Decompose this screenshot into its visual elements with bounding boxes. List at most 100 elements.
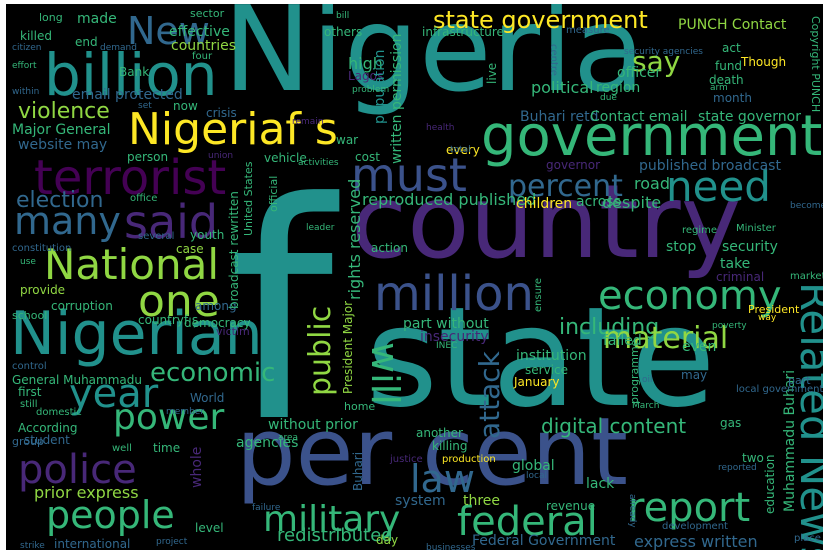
word-corruption: corruption (51, 299, 113, 313)
word-well: well (112, 443, 132, 454)
word-cost: cost (355, 150, 380, 164)
word-citizen: citizen (12, 43, 42, 53)
word-live: live (485, 62, 499, 84)
word-broadcast-rewritten: broadcast rewritten (227, 191, 241, 309)
word-will: will (363, 342, 407, 405)
word-area: area (278, 433, 299, 443)
word-criminal: criminal (716, 270, 765, 284)
word-across: across (576, 194, 621, 210)
word-youth: youth (190, 228, 225, 242)
word-political: political (531, 78, 594, 97)
word-lack: lack (586, 476, 615, 492)
word-death: death (709, 73, 744, 87)
word-bill: bill (336, 11, 350, 21)
word-buhari-retd: Buhari retd (520, 109, 599, 125)
word-road: road (634, 174, 670, 193)
word-strike: strike (20, 541, 45, 551)
word-others: others (324, 25, 363, 39)
word-reported: reported (718, 463, 757, 473)
word-end: end (75, 35, 98, 49)
word-say: say (632, 45, 681, 78)
word-justice: justice (390, 454, 423, 465)
word-local-government: local government (736, 384, 823, 395)
word-federal-government: Federal Government (472, 533, 616, 549)
word-use: use (20, 257, 36, 267)
word-published-broadcast: published broadcast (639, 158, 781, 174)
word-level: level (195, 521, 224, 535)
word-many: many (14, 199, 121, 243)
word-democracy: democracy (184, 316, 251, 330)
word-billion: billion (44, 41, 218, 109)
word-failure: failure (252, 503, 281, 513)
word-countries: countries (171, 38, 237, 54)
word-redistributed: redistributed (277, 525, 393, 546)
word-general-muhammadu: General Muhammadu (12, 373, 142, 387)
word-percent: percent (508, 169, 623, 204)
word-group: group (12, 435, 44, 448)
word-sector: sector (190, 7, 225, 20)
word-another: another (416, 426, 463, 440)
word-two: two (742, 451, 764, 465)
word-major-general: Major General (12, 122, 111, 138)
word-oil: oil (642, 375, 653, 385)
word-development: development (662, 521, 728, 532)
word-countryfs: countryf s (138, 313, 199, 327)
word-state-government: state government (433, 6, 648, 34)
word-email-protected: email protected (72, 87, 183, 103)
word-three: three (463, 493, 501, 509)
word-stop: stop (666, 239, 697, 255)
word-arm: arm (710, 83, 728, 93)
word-case: case (176, 242, 204, 256)
word-president-major: President Major (341, 300, 355, 394)
word-regime: regime (682, 225, 718, 236)
word-day: day (376, 533, 399, 547)
word-region: region (596, 80, 641, 96)
word-must: must (351, 148, 467, 202)
word-student: student (24, 433, 70, 447)
word-market: market (790, 271, 823, 282)
word-due: due (600, 93, 617, 103)
word-including: including (559, 315, 660, 340)
word-state-governor: state governor (698, 109, 801, 125)
word-part-without: part without (403, 316, 489, 332)
word-prior-express: prior express (34, 483, 139, 502)
word-nigerian: Nigerian (10, 299, 263, 369)
word-institution: institution (516, 348, 587, 364)
word-public: public (303, 305, 338, 396)
word-world: World (190, 391, 225, 405)
word-project: project (156, 537, 188, 547)
word-military: military (263, 499, 401, 540)
word-cloud: Nigeria f country state per cent governm… (6, 4, 823, 550)
word-activities: activities (298, 158, 339, 168)
word-poverty: poverty (712, 321, 747, 331)
word-killed: killed (20, 29, 52, 43)
word-written-permission: written permission (389, 33, 405, 164)
word-total: total (450, 145, 471, 155)
word-whole: whole (189, 446, 205, 488)
word-copyright-punch: Copyright PUNCH (809, 16, 822, 113)
word-lagos: Lagos (348, 69, 384, 83)
word-ensure: ensure (533, 277, 544, 312)
word-power: power (113, 397, 225, 438)
word-violence: violence (18, 99, 110, 124)
word-even: even (682, 339, 717, 355)
word-inec: INEC (436, 341, 458, 351)
word-economy: economy (598, 273, 782, 319)
word-still: still (20, 399, 38, 410)
word-though: Though (741, 55, 787, 69)
word-law: law (410, 457, 475, 501)
word-education: education (763, 454, 777, 514)
word-system: system (395, 493, 446, 509)
word-according: According (18, 421, 78, 435)
word-one: one (138, 276, 220, 327)
word-way: way (758, 313, 777, 323)
word-within: within (12, 87, 40, 97)
word-report: report (628, 485, 751, 531)
word-security: security (722, 239, 778, 255)
word-action: action (371, 241, 408, 255)
word-every: every (446, 143, 480, 157)
word-digital-content: digital content (541, 414, 687, 438)
word-governor: governor (546, 158, 601, 172)
word-reproduced-published: reproduced published (362, 190, 537, 209)
word-children: children (516, 196, 573, 212)
